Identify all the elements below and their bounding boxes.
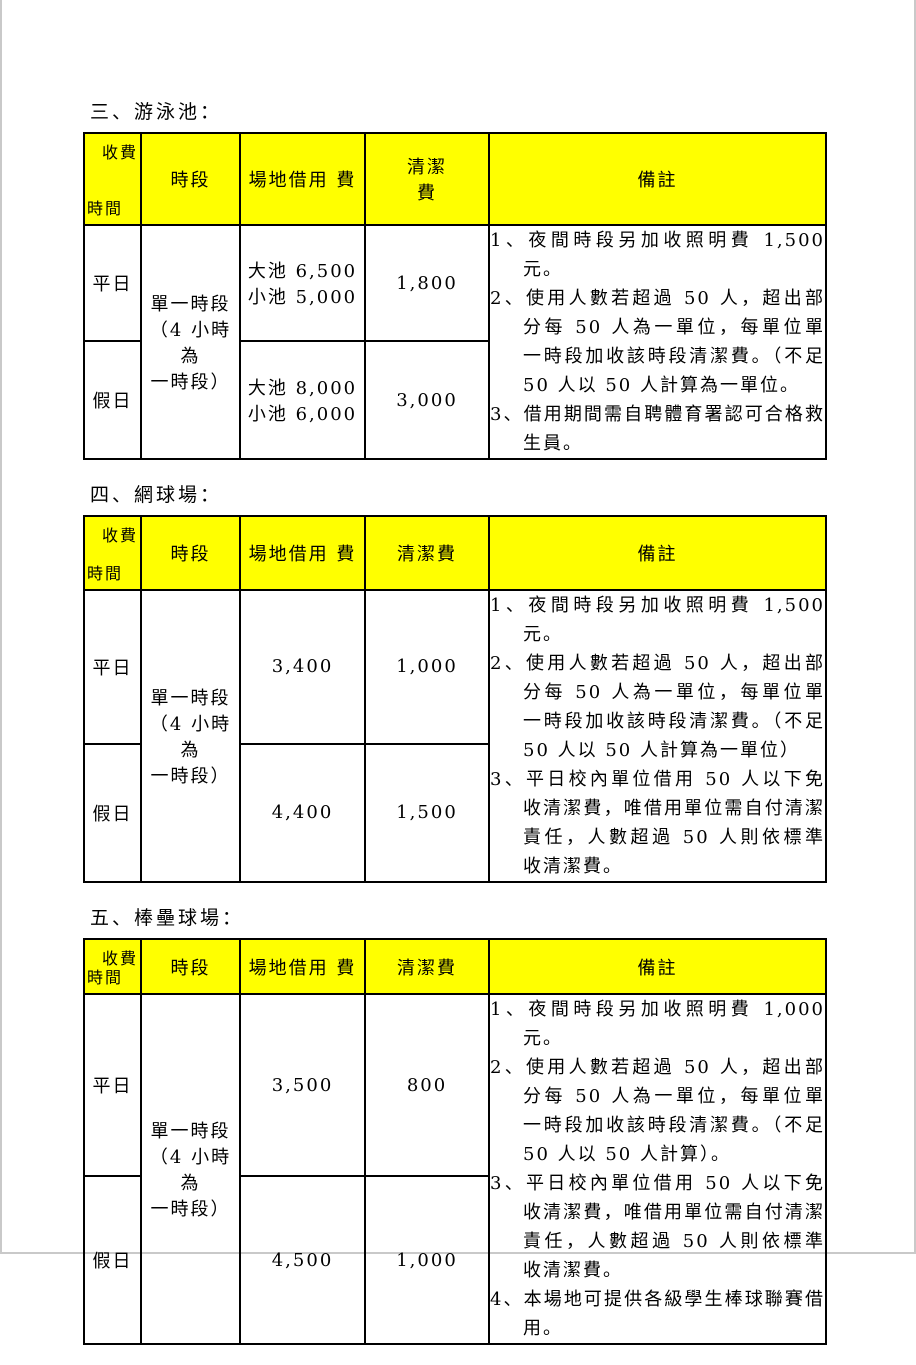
corner-label-fee: 收費 [101, 143, 138, 162]
table-row: 平日 單一時段 （4 小時為 一時段） 3,500 800 1、夜間時段另加收照… [83, 992, 827, 1345]
remark-cell: 1、夜間時段另加收照明費 1,500 元。 2、使用人數若超過 50 人，超出部… [488, 589, 827, 883]
time-weekday-cell: 平日 [83, 223, 142, 343]
remark-item: 1、夜間時段另加收照明費 1,000 元。 [490, 999, 825, 1049]
slot-cell: 單一時段 （4 小時為 一時段） [140, 589, 241, 883]
section-baseball-field: 五、棒壘球場： 收費 時間 時段 場地借用 費 清潔費 備註 平日 [83, 903, 827, 1345]
section-tennis-court: 四、網球場： 收費 時間 時段 場地借用 費 清潔費 備註 平日 [83, 480, 827, 884]
time-weekday-cell: 平日 [83, 589, 142, 745]
corner-header-cell: 收費 時間 [83, 515, 142, 591]
section-title: 四、網球場： [90, 484, 223, 506]
col-header-fee: 場地借用 費 [239, 515, 366, 591]
time-weekday-cell: 平日 [83, 992, 142, 1178]
col-header-remark: 備註 [488, 938, 827, 995]
table-row: 假日 4,400 1,500 [83, 742, 826, 884]
col-header-slot: 時段 [140, 938, 241, 995]
clean-fee-cell: 3,000 [364, 340, 490, 460]
col-header-remark: 備註 [488, 515, 827, 591]
col-header-slot: 時段 [140, 132, 241, 226]
slot-cell: 單一時段 （4 小時為 一時段） [140, 993, 241, 1345]
table-row: 平日 單一時段 （4 小時為 一時段） 大池 6,500 小池 5,000 1,… [83, 223, 827, 460]
col-header-remark: 備註 [488, 132, 827, 226]
col-header-clean: 清潔 費 [364, 132, 490, 226]
fee-cell: 3,400 [239, 589, 366, 745]
col-header-slot: 時段 [140, 515, 241, 591]
remark-item: 1、夜間時段另加收照明費 1,500 元。 [490, 595, 825, 645]
clean-fee-cell: 1,500 [364, 742, 490, 884]
remark-cell: 1、夜間時段另加收照明費 1,000 元。 2、使用人數若超過 50 人，超出部… [488, 993, 827, 1345]
table-row: 平日 單一時段 （4 小時為 一時段） 3,400 1,000 1、夜間時段另加… [83, 589, 827, 883]
remark-item: 3、平日校內單位借用 50 人以下免收清潔費，唯借用單位需自付清潔責任，人數超過… [490, 769, 825, 877]
fee-cell: 4,400 [239, 742, 366, 884]
remark-item: 2、使用人數若超過 50 人，超出部分每 50 人為一單位，每單位單一時段加收該… [490, 288, 825, 396]
col-header-clean: 清潔費 [364, 938, 490, 995]
corner-label-time: 時間 [87, 968, 124, 987]
slot-cell: 單一時段 （4 小時為 一時段） [140, 224, 241, 460]
fee-table-baseball-field: 收費 時間 時段 場地借用 費 清潔費 備註 平日 單一時段 （4 小時為 一時… [83, 938, 827, 1345]
col-header-fee: 場地借用 費 [239, 938, 366, 995]
corner-label-fee: 收費 [101, 949, 138, 968]
fee-value: 大池 6,500 小池 5,000 [247, 261, 358, 309]
section-title: 五、棒壘球場： [90, 907, 245, 929]
remark-item: 2、使用人數若超過 50 人，超出部分每 50 人為一單位，每單位單一時段加收該… [490, 653, 825, 761]
remark-item: 3、平日校內單位借用 50 人以下免收清潔費，唯借用單位需自付清潔責任，人數超過… [490, 1173, 825, 1281]
corner-label-fee: 收費 [101, 526, 138, 545]
remark-item: 4、本場地可提供各級學生棒球聯賽借用。 [490, 1289, 825, 1339]
fee-table-tennis-court: 收費 時間 時段 場地借用 費 清潔費 備註 平日 單一時段 （4 小時為 一時… [83, 515, 827, 884]
clean-fee-cell: 1,000 [364, 589, 490, 745]
remark-cell: 1、夜間時段另加收照明費 1,500 元。 2、使用人數若超過 50 人，超出部… [488, 224, 827, 460]
corner-label-time: 時間 [87, 564, 124, 583]
clean-fee-cell: 1,000 [364, 1175, 490, 1345]
col-header-clean: 清潔費 [364, 515, 490, 591]
section-title: 三、游泳池： [90, 101, 223, 123]
fee-value: 大池 8,000 小池 6,000 [247, 378, 358, 426]
fee-table-swimming-pool: 收費 時間 時段 場地借用 費 清潔 費 備註 平日 單一時段 （4 小時為 一… [83, 132, 827, 460]
corner-label-time: 時間 [87, 199, 124, 218]
clean-fee-cell: 1,800 [364, 223, 490, 343]
clean-fee-cell: 800 [364, 992, 490, 1178]
fee-cell: 3,500 [239, 992, 366, 1178]
page-content: 三、游泳池： 收費 時間 時段 場地借用 費 清潔 費 備註 平日 [83, 97, 827, 1365]
col-header-fee: 場地借用 費 [239, 132, 366, 226]
time-holiday-cell: 假日 [83, 742, 142, 884]
corner-header-cell: 收費 時間 [83, 132, 142, 226]
fee-cell: 4,500 [239, 1175, 366, 1345]
time-holiday-cell: 假日 [83, 1175, 142, 1345]
remark-item: 3、借用期間需自聘體育署認可合格救生員。 [490, 404, 825, 454]
corner-header-cell: 收費 時間 [83, 938, 142, 995]
section-swimming-pool: 三、游泳池： 收費 時間 時段 場地借用 費 清潔 費 備註 平日 [83, 97, 827, 460]
fee-cell: 大池 8,000 小池 6,000 [239, 340, 366, 460]
table-row: 假日 大池 8,000 小池 6,000 3,000 [83, 340, 826, 460]
remark-item: 2、使用人數若超過 50 人，超出部分每 50 人為一單位，每單位單一時段加收該… [490, 1057, 825, 1165]
fee-cell: 大池 6,500 小池 5,000 [239, 223, 366, 343]
remark-item: 1、夜間時段另加收照明費 1,500 元。 [490, 230, 825, 280]
time-holiday-cell: 假日 [83, 340, 142, 460]
